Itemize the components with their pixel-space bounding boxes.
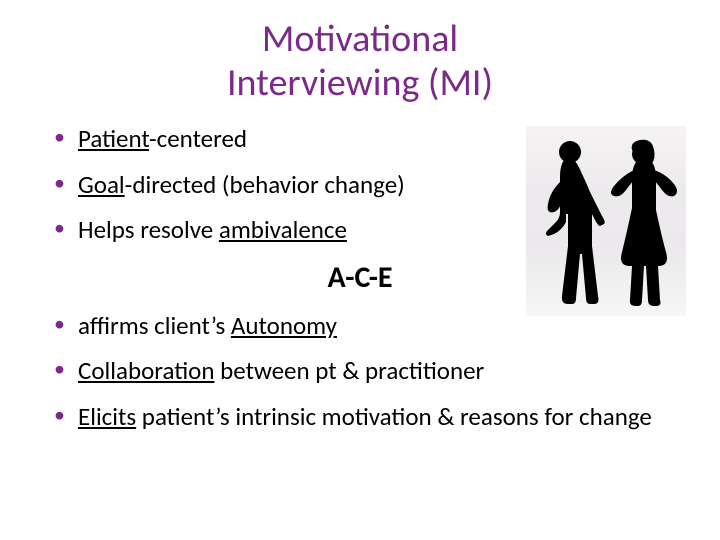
bullet-post: -directed (behavior change)	[125, 169, 405, 200]
bullet-item: Patient-centered	[50, 123, 670, 154]
bottom-bullet-list: affirms client’s Autonomy Collaboration …	[50, 310, 670, 432]
bullet-underline: Goal	[78, 169, 125, 200]
bullet-item: Collaboration between pt & practitioner	[50, 355, 670, 386]
bullet-post: patient’s intrinsic motivation & reasons…	[136, 401, 652, 432]
bullet-underline: ambivalence	[219, 214, 347, 245]
bullet-item: Goal-directed (behavior change)	[50, 169, 670, 200]
bullet-underline: Autonomy	[231, 310, 337, 341]
bullet-item: Elicits patient’s intrinsic motivation &…	[50, 401, 670, 432]
bullet-item: affirms client’s Autonomy	[50, 310, 670, 341]
bullet-pre: Helps resolve	[78, 214, 219, 245]
top-bullet-list: Patient-centered Goal-directed (behavior…	[50, 123, 670, 245]
bullet-pre: affirms client’s	[78, 310, 231, 341]
bullet-post: between pt & practitioner	[214, 355, 484, 386]
bullet-underline: Elicits	[78, 401, 136, 432]
bullet-item: Helps resolve ambivalence	[50, 214, 670, 245]
slide: Motivational Interviewing (MI)	[0, 0, 720, 540]
bullet-underline: Collaboration	[78, 355, 214, 386]
slide-title: Motivational Interviewing (MI)	[50, 18, 670, 105]
title-line-1: Motivational	[262, 16, 458, 62]
title-line-2: Interviewing (MI)	[227, 60, 493, 106]
bullet-underline: Patient	[78, 123, 149, 154]
bullet-post: -centered	[149, 123, 247, 154]
